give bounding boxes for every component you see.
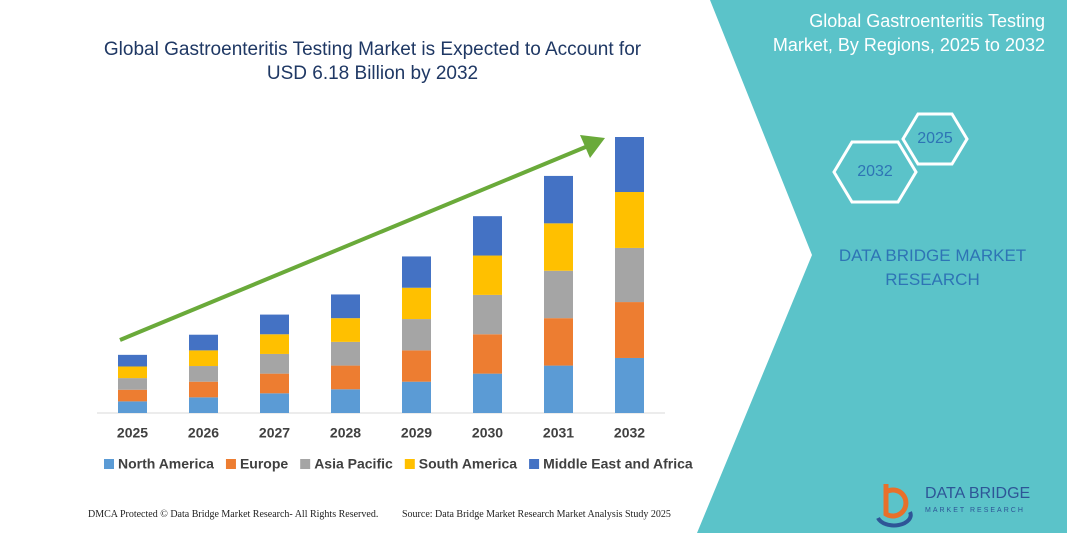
bar-segment bbox=[189, 334, 218, 351]
legend-swatch bbox=[404, 459, 415, 469]
chart-title: Global Gastroenteritis Testing Market is… bbox=[103, 39, 642, 84]
bar-segment bbox=[189, 381, 218, 398]
bar-segment bbox=[402, 287, 431, 320]
bar-segment bbox=[331, 294, 360, 319]
x-tick-label: 2031 bbox=[543, 425, 574, 441]
bar-segment bbox=[544, 223, 573, 271]
x-tick-label: 2029 bbox=[401, 425, 432, 441]
bar-segment bbox=[260, 334, 289, 354]
footer-right: Source: Data Bridge Market Research Mark… bbox=[402, 509, 671, 520]
bar-segment bbox=[544, 365, 573, 413]
bar-segment bbox=[473, 216, 502, 256]
brand: DATA BRIDGE MARKET RESEARCH bbox=[838, 246, 1027, 289]
bar-segment bbox=[189, 366, 218, 382]
footer-left: DMCA Protected © Data Bridge Market Rese… bbox=[88, 509, 379, 520]
bar-segment bbox=[615, 302, 644, 358]
legend-swatch bbox=[300, 459, 311, 469]
bar-segment bbox=[118, 401, 147, 413]
x-tick-label: 2025 bbox=[117, 425, 148, 441]
legend-swatch bbox=[225, 459, 236, 469]
bar-segment bbox=[402, 319, 431, 351]
x-tick-label: 2026 bbox=[188, 425, 219, 441]
bar-segment bbox=[331, 318, 360, 342]
bar-segment bbox=[402, 350, 431, 382]
arrow-head bbox=[580, 135, 605, 158]
bar-segment bbox=[260, 373, 289, 394]
bar-segment bbox=[402, 381, 431, 413]
bar-segment bbox=[615, 192, 644, 248]
hex-label: 2025 bbox=[917, 130, 953, 147]
bar-segment bbox=[615, 357, 644, 413]
logo-tagline: MARKET RESEARCH bbox=[925, 507, 1025, 514]
legend-label: North America bbox=[118, 456, 214, 472]
bar-segment bbox=[118, 354, 147, 367]
logo-name: DATA BRIDGE bbox=[925, 485, 1030, 502]
bar-segment bbox=[402, 256, 431, 288]
bar-segment bbox=[331, 389, 360, 413]
bar-segment bbox=[544, 175, 573, 224]
legend-label: Asia Pacific bbox=[314, 456, 393, 472]
bar-segment bbox=[473, 255, 502, 295]
bar-segment bbox=[331, 341, 360, 366]
side-panel bbox=[697, 0, 1067, 533]
bar-segment bbox=[331, 365, 360, 390]
bar-segment bbox=[544, 318, 573, 366]
bar-segment bbox=[260, 393, 289, 413]
trend-arrow bbox=[119, 144, 589, 342]
bar-segment bbox=[615, 137, 644, 193]
bar-segment bbox=[118, 366, 147, 379]
panel-title: Global Gastroenteritis Testing Market, B… bbox=[772, 11, 1045, 55]
bar-segment bbox=[118, 389, 147, 402]
x-tick-label: 2027 bbox=[259, 425, 290, 441]
x-tick-label: 2032 bbox=[614, 425, 645, 441]
legend-swatch bbox=[104, 459, 114, 469]
legend-swatch bbox=[529, 459, 540, 469]
hexagon bbox=[901, 112, 969, 166]
bar-segment bbox=[118, 378, 147, 390]
bar-segment bbox=[615, 247, 644, 303]
legend-label: Middle East and Africa bbox=[543, 456, 693, 472]
bar-segment bbox=[260, 353, 289, 374]
logo-icon bbox=[876, 484, 913, 528]
bar-segment bbox=[473, 334, 502, 374]
x-tick-label: 2028 bbox=[330, 425, 361, 441]
bar-segment bbox=[473, 373, 502, 413]
x-tick-label: 2030 bbox=[472, 425, 503, 441]
hexagon bbox=[832, 140, 918, 204]
bar-segment bbox=[544, 270, 573, 319]
legend-label: Europe bbox=[240, 456, 288, 472]
bar-segment bbox=[189, 397, 218, 413]
bar-segment bbox=[260, 314, 289, 335]
legend-label: South America bbox=[419, 456, 517, 472]
bar-segment bbox=[473, 294, 502, 335]
hex-label: 2032 bbox=[857, 163, 893, 180]
bar-segment bbox=[189, 350, 218, 367]
